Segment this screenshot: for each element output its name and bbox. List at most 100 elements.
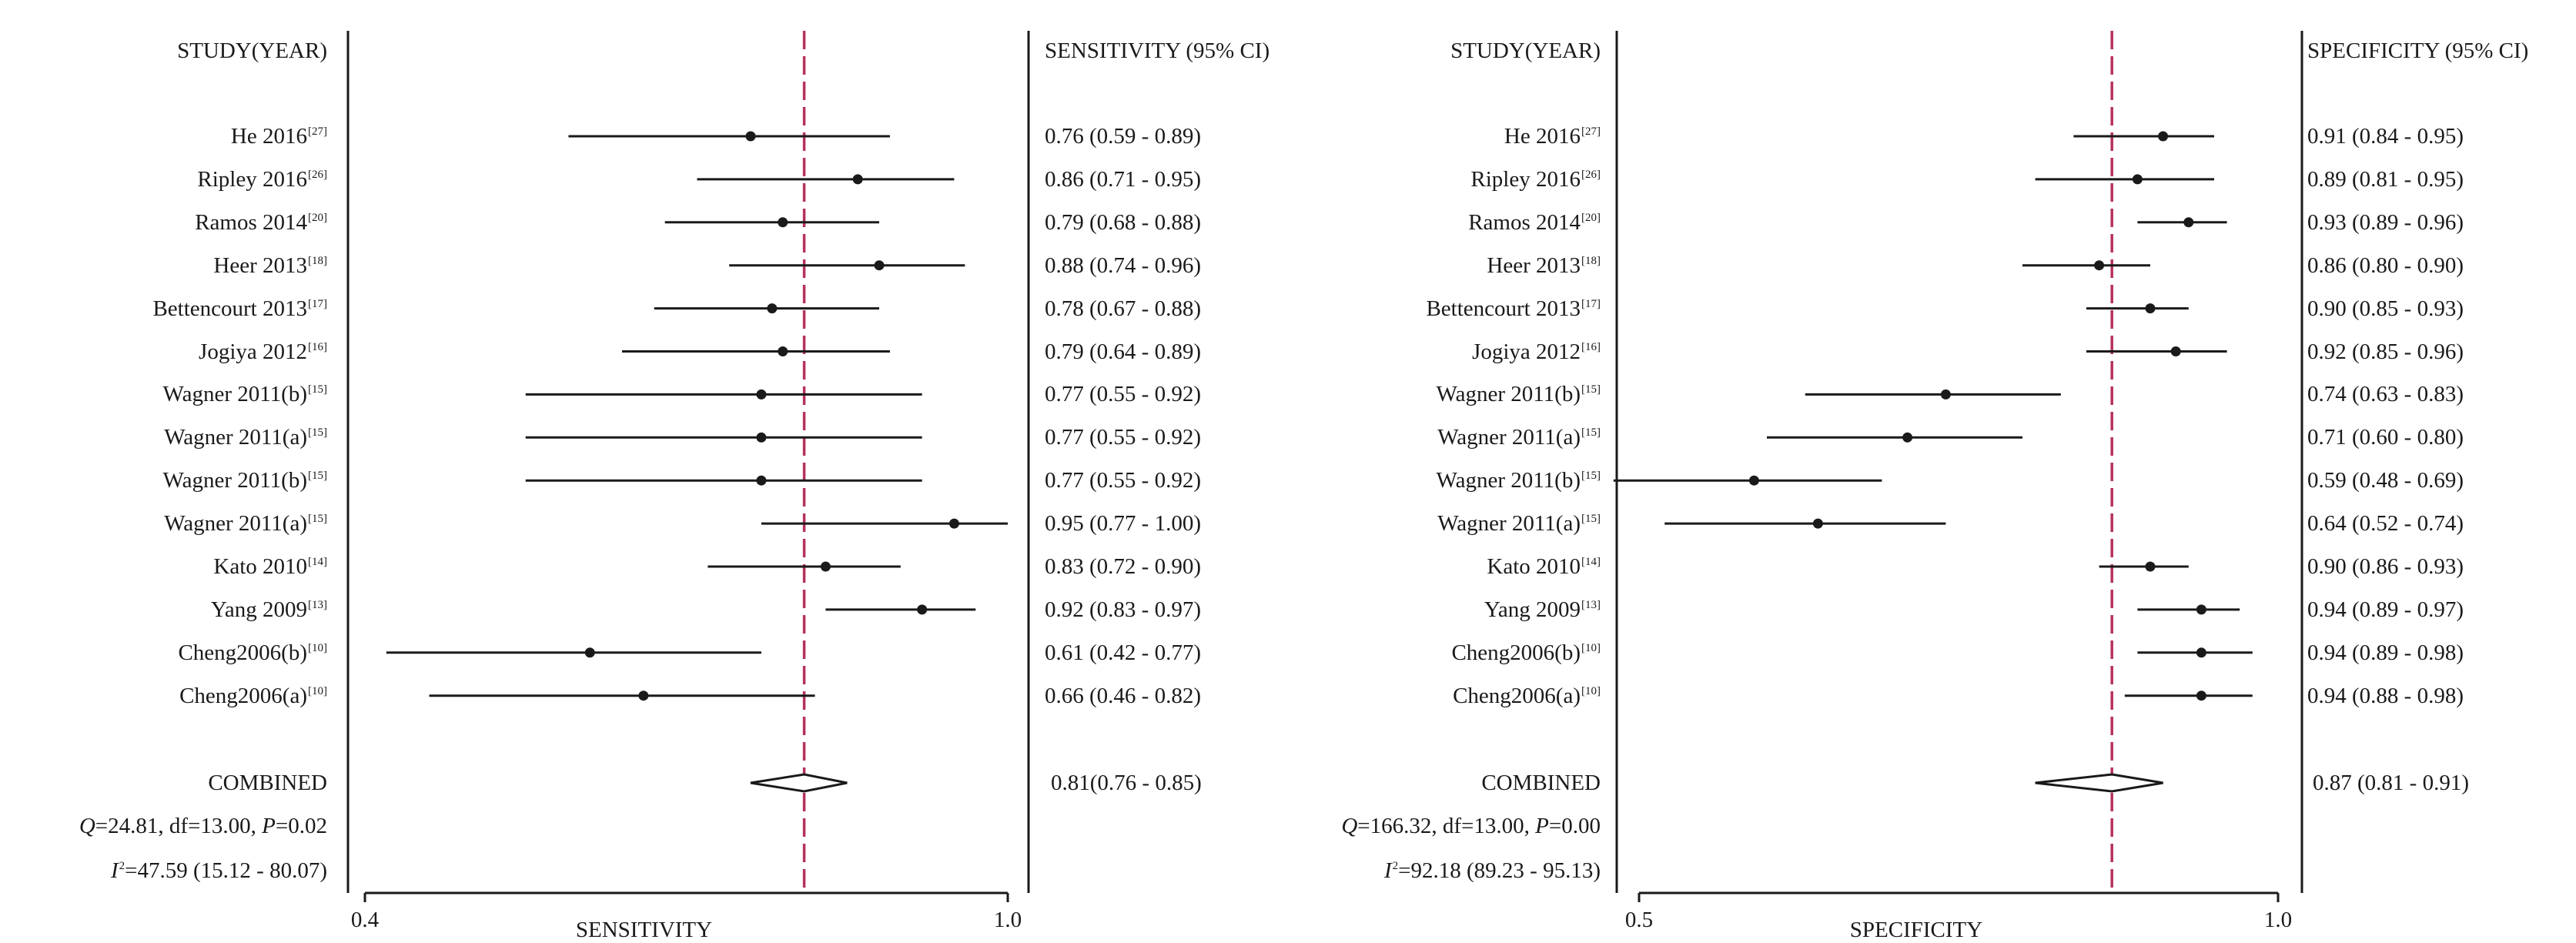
study-label: Cheng2006(a)[10]: [179, 683, 327, 709]
study-ci-text: 0.59 (0.48 - 0.69): [2307, 468, 2464, 493]
study-label: Wagner 2011(b)[15]: [1437, 467, 1601, 493]
study-point-estimate: [756, 389, 767, 400]
study-name: Wagner 2011(b): [162, 382, 307, 407]
study-ci-text: 0.77 (0.55 - 0.92): [1045, 468, 1201, 493]
study-ci-text: 0.94 (0.89 - 0.97): [2307, 597, 2464, 622]
x-tick-label: 1.0: [993, 908, 1022, 932]
heterogeneity-i2: I2=92.18 (89.23 - 95.13): [1384, 858, 1601, 884]
study-point-estimate: [2183, 217, 2194, 228]
specificity-panel: STUDY(YEAR) SPECIFICITY (95% CI) He 2016[2…: [1278, 0, 2576, 942]
study-reference: [26]: [1581, 168, 1601, 181]
study-label: Wagner 2011(b)[15]: [163, 381, 327, 407]
study-point-estimate: [2158, 131, 2169, 142]
study-point-estimate: [778, 217, 788, 228]
study-name: Cheng2006(b): [1451, 640, 1581, 665]
study-label: Wagner 2011(b)[15]: [1437, 381, 1601, 407]
study-label: Ripley 2016[26]: [1470, 166, 1601, 192]
study-reference: [15]: [1581, 383, 1601, 396]
study-reference: [17]: [308, 297, 327, 310]
study-ci-text: 0.95 (0.77 - 1.00): [1045, 511, 1201, 537]
study-name: Yang 2009: [1484, 597, 1581, 622]
study-ci-text: 0.92 (0.83 - 0.97): [1045, 597, 1201, 622]
combined-label: COMBINED: [1481, 771, 1601, 795]
p-value: =0.02: [275, 814, 327, 838]
study-point-estimate: [917, 604, 928, 615]
study-ci-text: 0.66 (0.46 - 0.82): [1045, 683, 1201, 708]
study-point-estimate: [2196, 647, 2206, 658]
study-label: He 2016[27]: [231, 123, 327, 149]
study-point-estimate: [638, 691, 649, 701]
study-point-estimate: [2196, 691, 2206, 701]
study-reference: [15]: [1581, 470, 1601, 483]
i2-symbol: I: [1384, 858, 1392, 883]
study-label: Wagner 2011(a)[15]: [1437, 510, 1601, 537]
study-label: Ripley 2016[26]: [197, 166, 327, 192]
study-reference: [16]: [1581, 340, 1601, 353]
study-name: Wagner 2011(b): [1436, 468, 1581, 493]
study-label: Kato 2010[14]: [213, 553, 327, 580]
study-point-estimate: [1902, 432, 1913, 443]
study-ci-text: 0.61 (0.42 - 0.77): [1045, 640, 1201, 665]
combined-diamond: [2035, 773, 2163, 793]
study-reference: [27]: [1581, 125, 1601, 138]
i2-superscript: 2: [1392, 860, 1399, 872]
study-name: Bettencourt 2013: [152, 296, 307, 321]
forest-plot: [346, 31, 1030, 902]
heterogeneity-q: Q=24.81, df=13.00, P=0.02: [79, 813, 327, 839]
study-ci-text: 0.86 (0.80 - 0.90): [2307, 252, 2464, 278]
study-label: Cheng2006(b)[10]: [178, 640, 327, 666]
study-name: Jogiya 2012: [199, 339, 307, 364]
study-name: Cheng2006(b): [178, 640, 307, 665]
study-label: Yang 2009[13]: [1484, 597, 1601, 623]
study-ci-text: 0.90 (0.86 - 0.93): [2307, 554, 2464, 579]
study-point-estimate: [2132, 174, 2143, 185]
study-name: Wagner 2011(b): [1436, 382, 1581, 407]
study-name: Ripley 2016: [1470, 166, 1581, 192]
study-point-estimate: [2145, 561, 2156, 572]
study-reference: [20]: [308, 211, 327, 224]
study-ci-text: 0.83 (0.72 - 0.90): [1045, 554, 1201, 579]
study-label: Cheng2006(b)[10]: [1451, 640, 1601, 666]
x-tick-label: 1.0: [2263, 908, 2293, 932]
study-reference: [15]: [1581, 513, 1601, 526]
study-point-estimate: [1812, 518, 1823, 529]
study-ci-text: 0.92 (0.85 - 0.96): [2307, 339, 2464, 364]
study-name: Cheng2006(a): [1453, 683, 1581, 708]
i2-value: =47.59 (15.12 - 80.07): [125, 858, 327, 883]
study-label: Wagner 2011(a)[15]: [164, 510, 327, 537]
study-reference: [14]: [308, 556, 327, 568]
study-reference: [15]: [308, 426, 327, 440]
study-name: Wagner 2011(a): [164, 425, 307, 450]
study-reference: [10]: [308, 684, 327, 697]
study-reference: [26]: [308, 168, 327, 181]
study-ci-text: 0.79 (0.64 - 0.89): [1045, 339, 1201, 364]
study-ci-text: 0.79 (0.68 - 0.88): [1045, 209, 1201, 235]
study-point-estimate: [756, 432, 767, 443]
study-label: Cheng2006(a)[10]: [1453, 683, 1601, 709]
study-point-estimate: [820, 561, 831, 572]
p-value: =0.00: [1548, 814, 1601, 838]
study-name: Ramos 2014: [195, 209, 307, 235]
study-label: He 2016[27]: [1504, 123, 1601, 149]
combined-diamond: [750, 773, 848, 793]
study-point-estimate: [2094, 260, 2105, 271]
study-name: Wagner 2011(a): [1437, 511, 1581, 537]
study-ci-text: 0.74 (0.63 - 0.83): [2307, 382, 2464, 407]
study-reference: [15]: [1581, 426, 1601, 440]
study-point-estimate: [1748, 475, 1759, 486]
ci-column-header: SPECIFICITY (95% CI): [2307, 38, 2529, 63]
study-ci-text: 0.94 (0.88 - 0.98): [2307, 683, 2464, 708]
study-point-estimate: [2170, 346, 2181, 356]
study-reference: [10]: [308, 641, 327, 654]
study-ci-text: 0.90 (0.85 - 0.93): [2307, 296, 2464, 321]
heterogeneity-i2: I2=47.59 (15.12 - 80.07): [111, 858, 327, 884]
i2-value: =92.18 (89.23 - 95.13): [1398, 858, 1601, 883]
study-point-estimate: [584, 647, 595, 658]
study-reference: [13]: [308, 598, 327, 611]
study-reference: [10]: [1581, 641, 1601, 654]
study-reference: [16]: [308, 340, 327, 353]
study-ci-text: 0.77 (0.55 - 0.92): [1045, 425, 1201, 450]
i2-superscript: 2: [119, 860, 125, 872]
study-name: Heer 2013: [213, 252, 307, 278]
study-ci-text: 0.71 (0.60 - 0.80): [2307, 425, 2464, 450]
